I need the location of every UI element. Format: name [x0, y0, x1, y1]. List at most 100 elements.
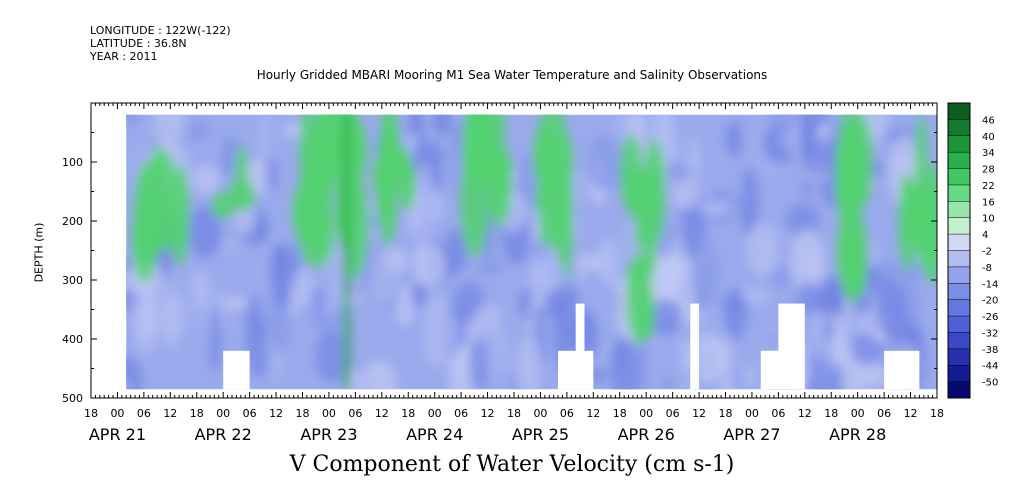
x-hour-label: 12 — [269, 407, 283, 420]
x-hour-label: 00 — [110, 407, 124, 420]
texture-blob — [736, 289, 772, 304]
x-date-label: APR 24 — [406, 425, 463, 444]
colorbar-segment — [948, 168, 970, 186]
colorbar-label: -50 — [982, 378, 998, 389]
x-hour-label: 06 — [771, 407, 785, 420]
x-date-label: APR 27 — [723, 425, 780, 444]
colorbar-label: -20 — [982, 296, 998, 307]
positive-anomaly — [844, 157, 868, 199]
texture-blob — [256, 114, 273, 162]
texture-blob — [691, 237, 718, 304]
texture-blob — [829, 332, 849, 366]
texture-blob — [143, 332, 155, 359]
positive-anomaly — [840, 182, 854, 269]
positive-anomaly — [638, 178, 661, 221]
missing-data — [884, 350, 920, 390]
texture-blob — [746, 223, 779, 277]
positive-anomaly — [538, 114, 567, 192]
texture-blob — [361, 360, 397, 390]
x-hour-label: 00 — [851, 407, 865, 420]
x-hour-label: 12 — [692, 407, 706, 420]
colorbar-segment — [948, 201, 970, 219]
texture-blob — [395, 286, 415, 326]
x-hour-label: 00 — [533, 407, 547, 420]
y-tick-label: 200 — [62, 215, 83, 228]
positive-anomaly — [317, 201, 335, 263]
texture-blob — [688, 138, 700, 188]
missing-data — [575, 303, 585, 390]
x-hour-label: 00 — [322, 407, 336, 420]
texture-blob — [574, 267, 583, 288]
colorbar-segment — [948, 234, 970, 251]
y-tick-label: 500 — [62, 392, 83, 405]
texture-blob — [799, 180, 816, 200]
colorbar-segment — [948, 283, 970, 301]
positive-anomaly — [634, 217, 651, 249]
positive-anomaly — [210, 191, 236, 220]
chart-title: Hourly Gridded MBARI Mooring M1 Sea Wate… — [256, 68, 768, 82]
colorbar-segment — [948, 266, 970, 284]
colorbar-label: 16 — [982, 197, 995, 208]
texture-blob — [245, 295, 263, 340]
axes: 18 00 06 12 18 00 06 12 18 00 06 12 18 00 06 12 18 00 06 12… — [62, 102, 944, 444]
x-hour-label: 06 — [877, 407, 891, 420]
colorbar-label: -2 — [982, 247, 992, 258]
texture-blob — [209, 306, 222, 374]
texture-blob — [650, 298, 682, 335]
x-hour-label: 18 — [190, 407, 204, 420]
texture-blob — [843, 293, 852, 337]
texture-blob — [597, 238, 619, 285]
missing-data — [690, 303, 700, 390]
texture-blob — [350, 370, 364, 390]
latitude-label: LATITUDE : 36.8N — [90, 37, 187, 50]
x-date-label: APR 23 — [300, 425, 357, 444]
colorbar-segment — [948, 119, 970, 137]
y-axis-label: DEPTH (m) — [32, 222, 46, 283]
colorbar-segment — [948, 135, 970, 153]
colorbar-segment — [948, 152, 970, 170]
positive-anomaly — [170, 164, 190, 266]
x-hour-label: 06 — [243, 407, 257, 420]
texture-blob — [817, 298, 847, 317]
x-hour-label: 18 — [824, 407, 838, 420]
colorbar-segment — [948, 348, 970, 366]
positive-anomaly — [559, 173, 574, 279]
x-date-label: APR 25 — [512, 425, 569, 444]
missing-data — [223, 350, 250, 390]
texture-blob — [589, 368, 607, 383]
texture-blob — [283, 122, 303, 138]
positive-anomaly — [401, 167, 415, 213]
texture-blob — [370, 254, 395, 305]
x-hour-label: 18 — [296, 407, 310, 420]
texture-blob — [569, 170, 587, 205]
texture-blob — [291, 268, 316, 307]
positive-anomaly — [463, 114, 493, 192]
x-hour-label: 06 — [348, 407, 362, 420]
x-hour-label: 18 — [401, 407, 415, 420]
texture-blob — [724, 288, 747, 340]
texture-blob — [454, 281, 484, 318]
x-hour-label: 00 — [639, 407, 653, 420]
texture-blob — [851, 333, 881, 366]
y-tick-label: 100 — [62, 156, 83, 169]
y-tick-label: 300 — [62, 274, 83, 287]
heatmap-field — [126, 114, 937, 390]
colorbar-segment — [948, 316, 970, 333]
texture-blob — [484, 326, 511, 377]
strong-positive-line — [343, 114, 350, 390]
texture-blob — [876, 278, 906, 340]
texture-blob — [476, 257, 503, 276]
x-hour-label: 18 — [507, 407, 521, 420]
texture-blob — [431, 153, 443, 193]
colorbar-segment — [948, 250, 970, 268]
x-hour-label: 18 — [930, 407, 944, 420]
texture-blob — [193, 164, 219, 194]
x-hour-label: 12 — [798, 407, 812, 420]
colorbar-segment — [948, 365, 970, 383]
texture-blob — [432, 114, 452, 137]
colorbar-label: 10 — [982, 214, 995, 225]
texture-blob — [144, 130, 156, 145]
x-hour-label: 18 — [84, 407, 98, 420]
texture-blob — [609, 338, 642, 390]
texture-blob — [744, 365, 755, 388]
